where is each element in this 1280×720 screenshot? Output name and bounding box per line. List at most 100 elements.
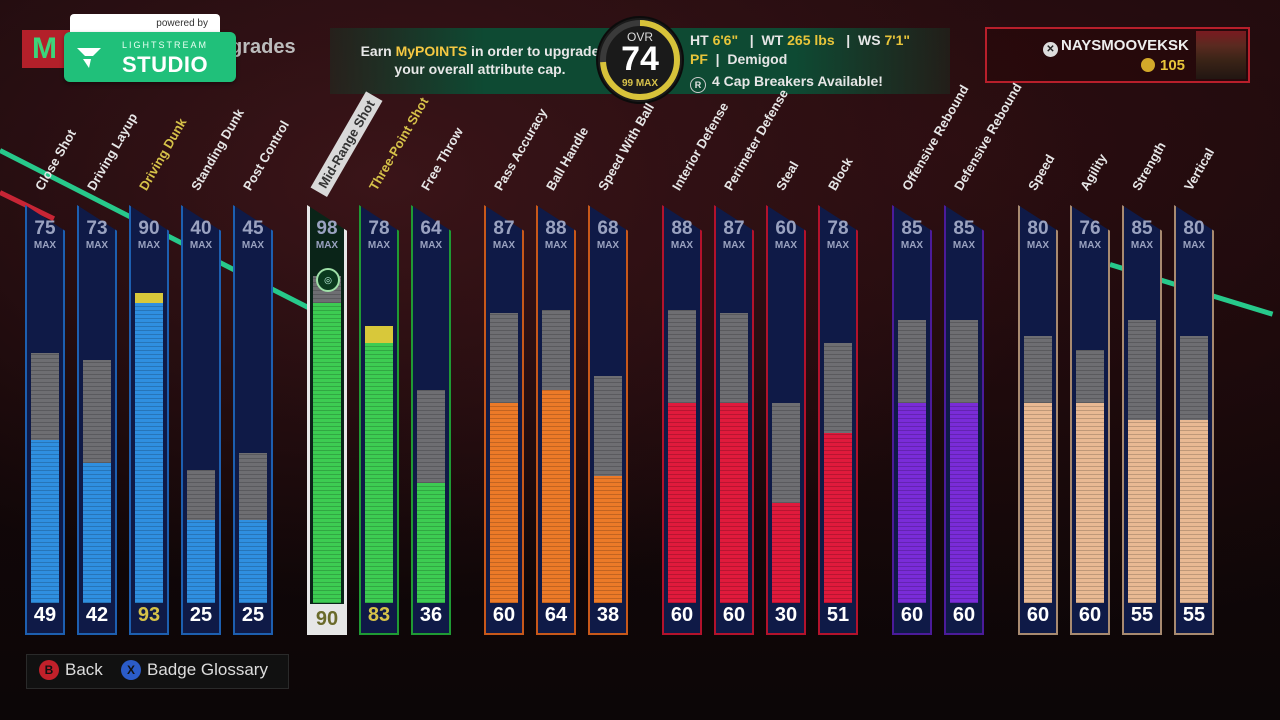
- attribute-max-value: 68: [597, 218, 619, 239]
- attribute-boost-fill: [365, 326, 393, 343]
- attribute-current-fill: [135, 303, 163, 603]
- attribute-current-value: 60: [1078, 604, 1102, 626]
- attribute-label: Agility: [1077, 151, 1110, 193]
- attribute-current-value: 60: [670, 604, 694, 626]
- attribute-max-value: 75: [34, 218, 56, 239]
- attribute-current-value: 55: [1182, 604, 1206, 626]
- ovr-value: 74: [621, 40, 659, 78]
- attribute-max-label: MAX: [1026, 240, 1050, 251]
- lightstream-icon: [77, 48, 101, 68]
- cap-breaker-badge-icon[interactable]: ◎: [316, 268, 340, 292]
- attribute-max-value: 85: [1131, 218, 1153, 239]
- attribute-max-value: 64: [420, 218, 442, 239]
- attribute-current-value: 51: [826, 604, 850, 626]
- attribute-max-value: 80: [1027, 218, 1049, 239]
- attribute-label: Standing Dunk: [188, 106, 247, 193]
- attribute-current-fill: [1076, 403, 1104, 603]
- attribute-current-value: 55: [1130, 604, 1154, 626]
- cap-breaker-icon: R: [690, 77, 706, 93]
- attribute-label: Free Throw: [418, 124, 467, 193]
- attribute-current-value: 64: [544, 604, 568, 626]
- attribute-label: Steal: [773, 158, 802, 193]
- attribute-current-fill: [824, 433, 852, 603]
- attribute-current-value: 38: [596, 604, 620, 626]
- lightstream-logo: LIGHTSTREAM STUDIO: [64, 32, 236, 82]
- coin-balance: 105: [1141, 57, 1185, 74]
- attribute-max-label: MAX: [1182, 240, 1206, 251]
- attribute-max-label: MAX: [670, 240, 694, 251]
- attribute-label: Pass Accuracy: [491, 105, 551, 193]
- attribute-max-label: MAX: [492, 240, 516, 251]
- attribute-current-fill: [1180, 420, 1208, 603]
- badge-glossary-button[interactable]: X Badge Glossary: [121, 660, 268, 680]
- attribute-label: Driving Dunk: [136, 115, 190, 193]
- attribute-current-fill: [31, 440, 59, 603]
- attribute-current-fill: [594, 476, 622, 603]
- attribute-current-fill: [668, 403, 696, 603]
- attribute-current-value: 83: [367, 604, 391, 626]
- attribute-current-fill: [898, 403, 926, 603]
- attribute-current-fill: [1024, 403, 1052, 603]
- attribute-max-value: 78: [827, 218, 849, 239]
- attribute-current-value: 60: [492, 604, 516, 626]
- attribute-current-fill: [417, 483, 445, 603]
- attribute-max-value: 45: [242, 218, 264, 239]
- attribute-current-fill: [83, 463, 111, 603]
- avatar: [1196, 31, 1246, 79]
- attribute-current-fill: [772, 503, 800, 603]
- ovr-max: 99 MAX: [621, 78, 659, 89]
- attribute-max-value: 88: [545, 218, 567, 239]
- attribute-max-value: 87: [723, 218, 745, 239]
- attribute-current-value: 90: [307, 604, 347, 634]
- attribute-current-fill: [720, 403, 748, 603]
- attribute-label: Speed: [1025, 151, 1058, 193]
- attribute-max-value: 88: [671, 218, 693, 239]
- attribute-current-value: 60: [722, 604, 746, 626]
- attribute-current-fill: [313, 303, 341, 603]
- attribute-max-label: MAX: [367, 240, 391, 251]
- attribute-max-value: 87: [493, 218, 515, 239]
- attribute-label: Post Control: [240, 117, 292, 193]
- xbox-icon: ✕: [1043, 42, 1058, 57]
- lightstream-overlay: powered by LIGHTSTREAM STUDIO: [64, 14, 236, 82]
- attribute-current-fill: [187, 520, 215, 603]
- attribute-current-value: 60: [1026, 604, 1050, 626]
- attribute-label: Speed With Ball: [595, 100, 658, 193]
- attribute-max-label: MAX: [596, 240, 620, 251]
- attribute-current-fill: [239, 520, 267, 603]
- attribute-current-fill: [365, 343, 393, 603]
- user-card: ✕ NAYSMOOVEKSK 105: [985, 27, 1250, 83]
- height-value: 6'6": [712, 32, 739, 48]
- attribute-max-value: 90: [138, 218, 160, 239]
- attribute-max-label: MAX: [137, 240, 161, 251]
- attribute-max-label: MAX: [900, 240, 924, 251]
- back-button[interactable]: B Back: [39, 660, 103, 680]
- attribute-max-label: MAX: [1078, 240, 1102, 251]
- page-title: grades: [230, 36, 296, 58]
- wingspan-value: 7'1": [884, 32, 910, 48]
- attribute-max-label: MAX: [85, 240, 109, 251]
- attribute-current-value: 25: [241, 604, 265, 626]
- attribute-max-label: MAX: [774, 240, 798, 251]
- attribute-current-fill: [1128, 420, 1156, 603]
- attribute-max-label: MAX: [241, 240, 265, 251]
- attribute-label: Block: [825, 154, 856, 193]
- attribute-current-value: 36: [419, 604, 443, 626]
- attribute-max-value: 76: [1079, 218, 1101, 239]
- b-button-icon: B: [39, 660, 59, 680]
- attribute-current-value: 42: [85, 604, 109, 626]
- attribute-label: Ball Handle: [543, 124, 592, 193]
- position-value: PF: [690, 51, 708, 67]
- attribute-current-value: 30: [774, 604, 798, 626]
- attribute-max-label: MAX: [952, 240, 976, 251]
- attribute-current-fill: [490, 403, 518, 603]
- lightstream-wordmark: LIGHTSTREAM: [122, 40, 209, 50]
- attribute-label: Vertical: [1181, 145, 1218, 193]
- attribute-max-label: MAX: [315, 240, 339, 251]
- ovr-ring: [600, 20, 680, 100]
- overall-rating-gauge: OVR 74 99 MAX: [598, 18, 682, 102]
- x-button-icon: X: [121, 660, 141, 680]
- attribute-max-label: MAX: [33, 240, 57, 251]
- attribute-max-label: MAX: [722, 240, 746, 251]
